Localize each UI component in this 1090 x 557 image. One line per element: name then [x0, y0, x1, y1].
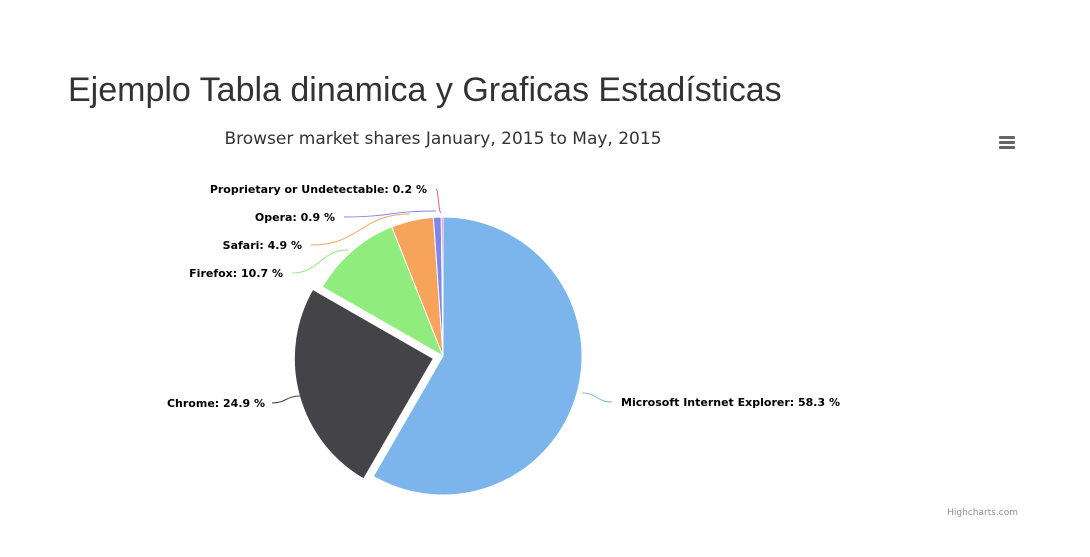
data-labels: Microsoft Internet Explorer: 58.3 % Chrom…	[167, 183, 840, 410]
connector-safari	[310, 213, 411, 246]
page-title: Ejemplo Tabla dinamica y Graficas Estadí…	[68, 71, 782, 109]
data-label-chrome: Chrome: 24.9 %	[167, 397, 265, 410]
data-label-proprietary-or-undetectable: Proprietary or Undetectable: 0.2 %	[210, 183, 427, 196]
pie-slice-chrome[interactable]	[293, 288, 434, 480]
data-label-opera: Opera: 0.9 %	[255, 211, 335, 224]
label-connectors	[271, 188, 613, 404]
pie-slice-firefox[interactable]	[321, 226, 444, 357]
pie-slice-microsoft-internet-explorer[interactable]	[372, 216, 583, 496]
pie-slices	[293, 216, 583, 496]
chart-title: Browser market shares January, 2015 to M…	[224, 129, 661, 149]
connector-proprietary-or-undetectable	[435, 188, 442, 214]
pie-slice-proprietary-or-undetectable[interactable]	[440, 216, 444, 357]
hamburger-menu-icon	[999, 136, 1015, 149]
connector-firefox	[291, 249, 349, 274]
data-label-safari: Safari: 4.9 %	[223, 239, 302, 252]
data-label-firefox: Firefox: 10.7 %	[189, 267, 283, 280]
connector-microsoft-internet-explorer	[581, 392, 613, 403]
connector-chrome	[271, 395, 301, 404]
connector-opera	[343, 210, 437, 218]
data-label-microsoft-internet-explorer: Microsoft Internet Explorer: 58.3 %	[621, 396, 840, 409]
credits-link[interactable]: Highcharts.com	[947, 508, 1018, 518]
context-menu-button[interactable]	[992, 130, 1022, 154]
